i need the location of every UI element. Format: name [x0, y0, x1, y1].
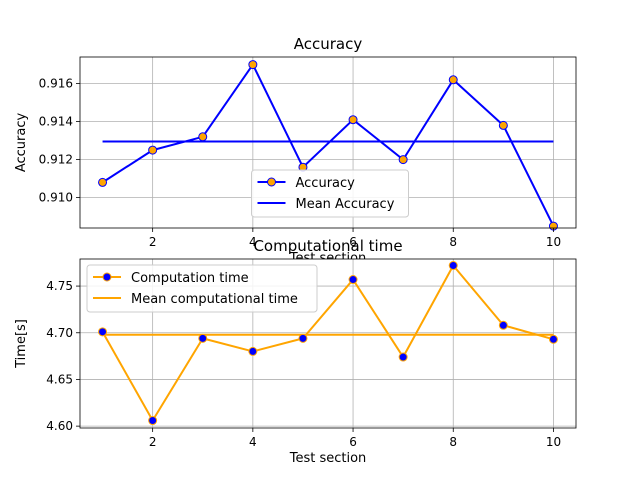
data-point — [298, 333, 308, 343]
y-tick-label: 0.916 — [39, 77, 73, 91]
legend-marker — [267, 177, 276, 187]
x-axis-title: Test section — [289, 451, 367, 466]
x-tick-label: 6 — [349, 235, 357, 249]
plot-frame — [79, 258, 577, 429]
data-point — [98, 177, 108, 187]
x-tick-label: 10 — [546, 435, 561, 449]
data-point — [448, 75, 458, 85]
data-point — [398, 155, 408, 165]
data-point — [498, 320, 508, 330]
y-tick-label: 0.910 — [39, 191, 73, 205]
data-point — [148, 416, 158, 426]
plot-frame — [79, 56, 577, 229]
subplot-2: 2 4 6 8 10 4.60 4.65 4.70 4.75 Test section Time[s… — [14, 237, 577, 466]
y-tick-label: 4.60 — [46, 419, 73, 433]
y-axis-title: Time[s] — [14, 319, 29, 369]
data-point — [498, 120, 508, 130]
legend-label: Computation time — [131, 271, 249, 286]
x-tick-label: 2 — [149, 235, 157, 249]
y-axis-title: Accuracy — [14, 113, 29, 173]
y-tick-label: 0.912 — [39, 153, 73, 167]
series-line-1 — [102, 63, 555, 227]
data-point — [248, 60, 258, 70]
data-point — [148, 145, 158, 155]
y-tick-label: 0.914 — [39, 115, 73, 129]
legend: Computation time Mean computational time — [86, 264, 318, 313]
x-tick-label: 4 — [249, 435, 257, 449]
data-point — [98, 327, 108, 337]
legend-label: Mean Accuracy — [296, 197, 395, 212]
x-tick-label: 6 — [349, 435, 357, 449]
y-tick-label: 4.65 — [46, 372, 73, 386]
data-point — [248, 346, 258, 356]
y-tick-label: 4.75 — [46, 279, 73, 293]
data-point — [198, 132, 208, 142]
legend: Accuracy Mean Accuracy — [251, 169, 409, 218]
x-tick-label: 4 — [249, 235, 257, 249]
data-point — [548, 334, 558, 344]
data-point — [448, 261, 458, 271]
x-tick-label: 2 — [149, 435, 157, 449]
x-tick-label: 8 — [449, 435, 457, 449]
legend-box — [86, 264, 318, 313]
chart-title: Computational time — [253, 237, 402, 255]
data-point — [348, 275, 358, 285]
x-tick-label: 8 — [449, 235, 457, 249]
legend-label: Mean computational time — [131, 292, 298, 307]
series-line-1 — [101, 264, 554, 422]
data-point — [198, 333, 208, 343]
legend-box — [251, 169, 409, 218]
data-point — [398, 352, 408, 362]
legend-label: Accuracy — [296, 176, 356, 191]
data-point — [348, 115, 358, 125]
x-tick-label: 10 — [546, 235, 561, 249]
y-tick-label: 4.70 — [46, 326, 73, 340]
legend-marker — [102, 272, 112, 282]
chart-title: Accuracy — [294, 35, 363, 53]
